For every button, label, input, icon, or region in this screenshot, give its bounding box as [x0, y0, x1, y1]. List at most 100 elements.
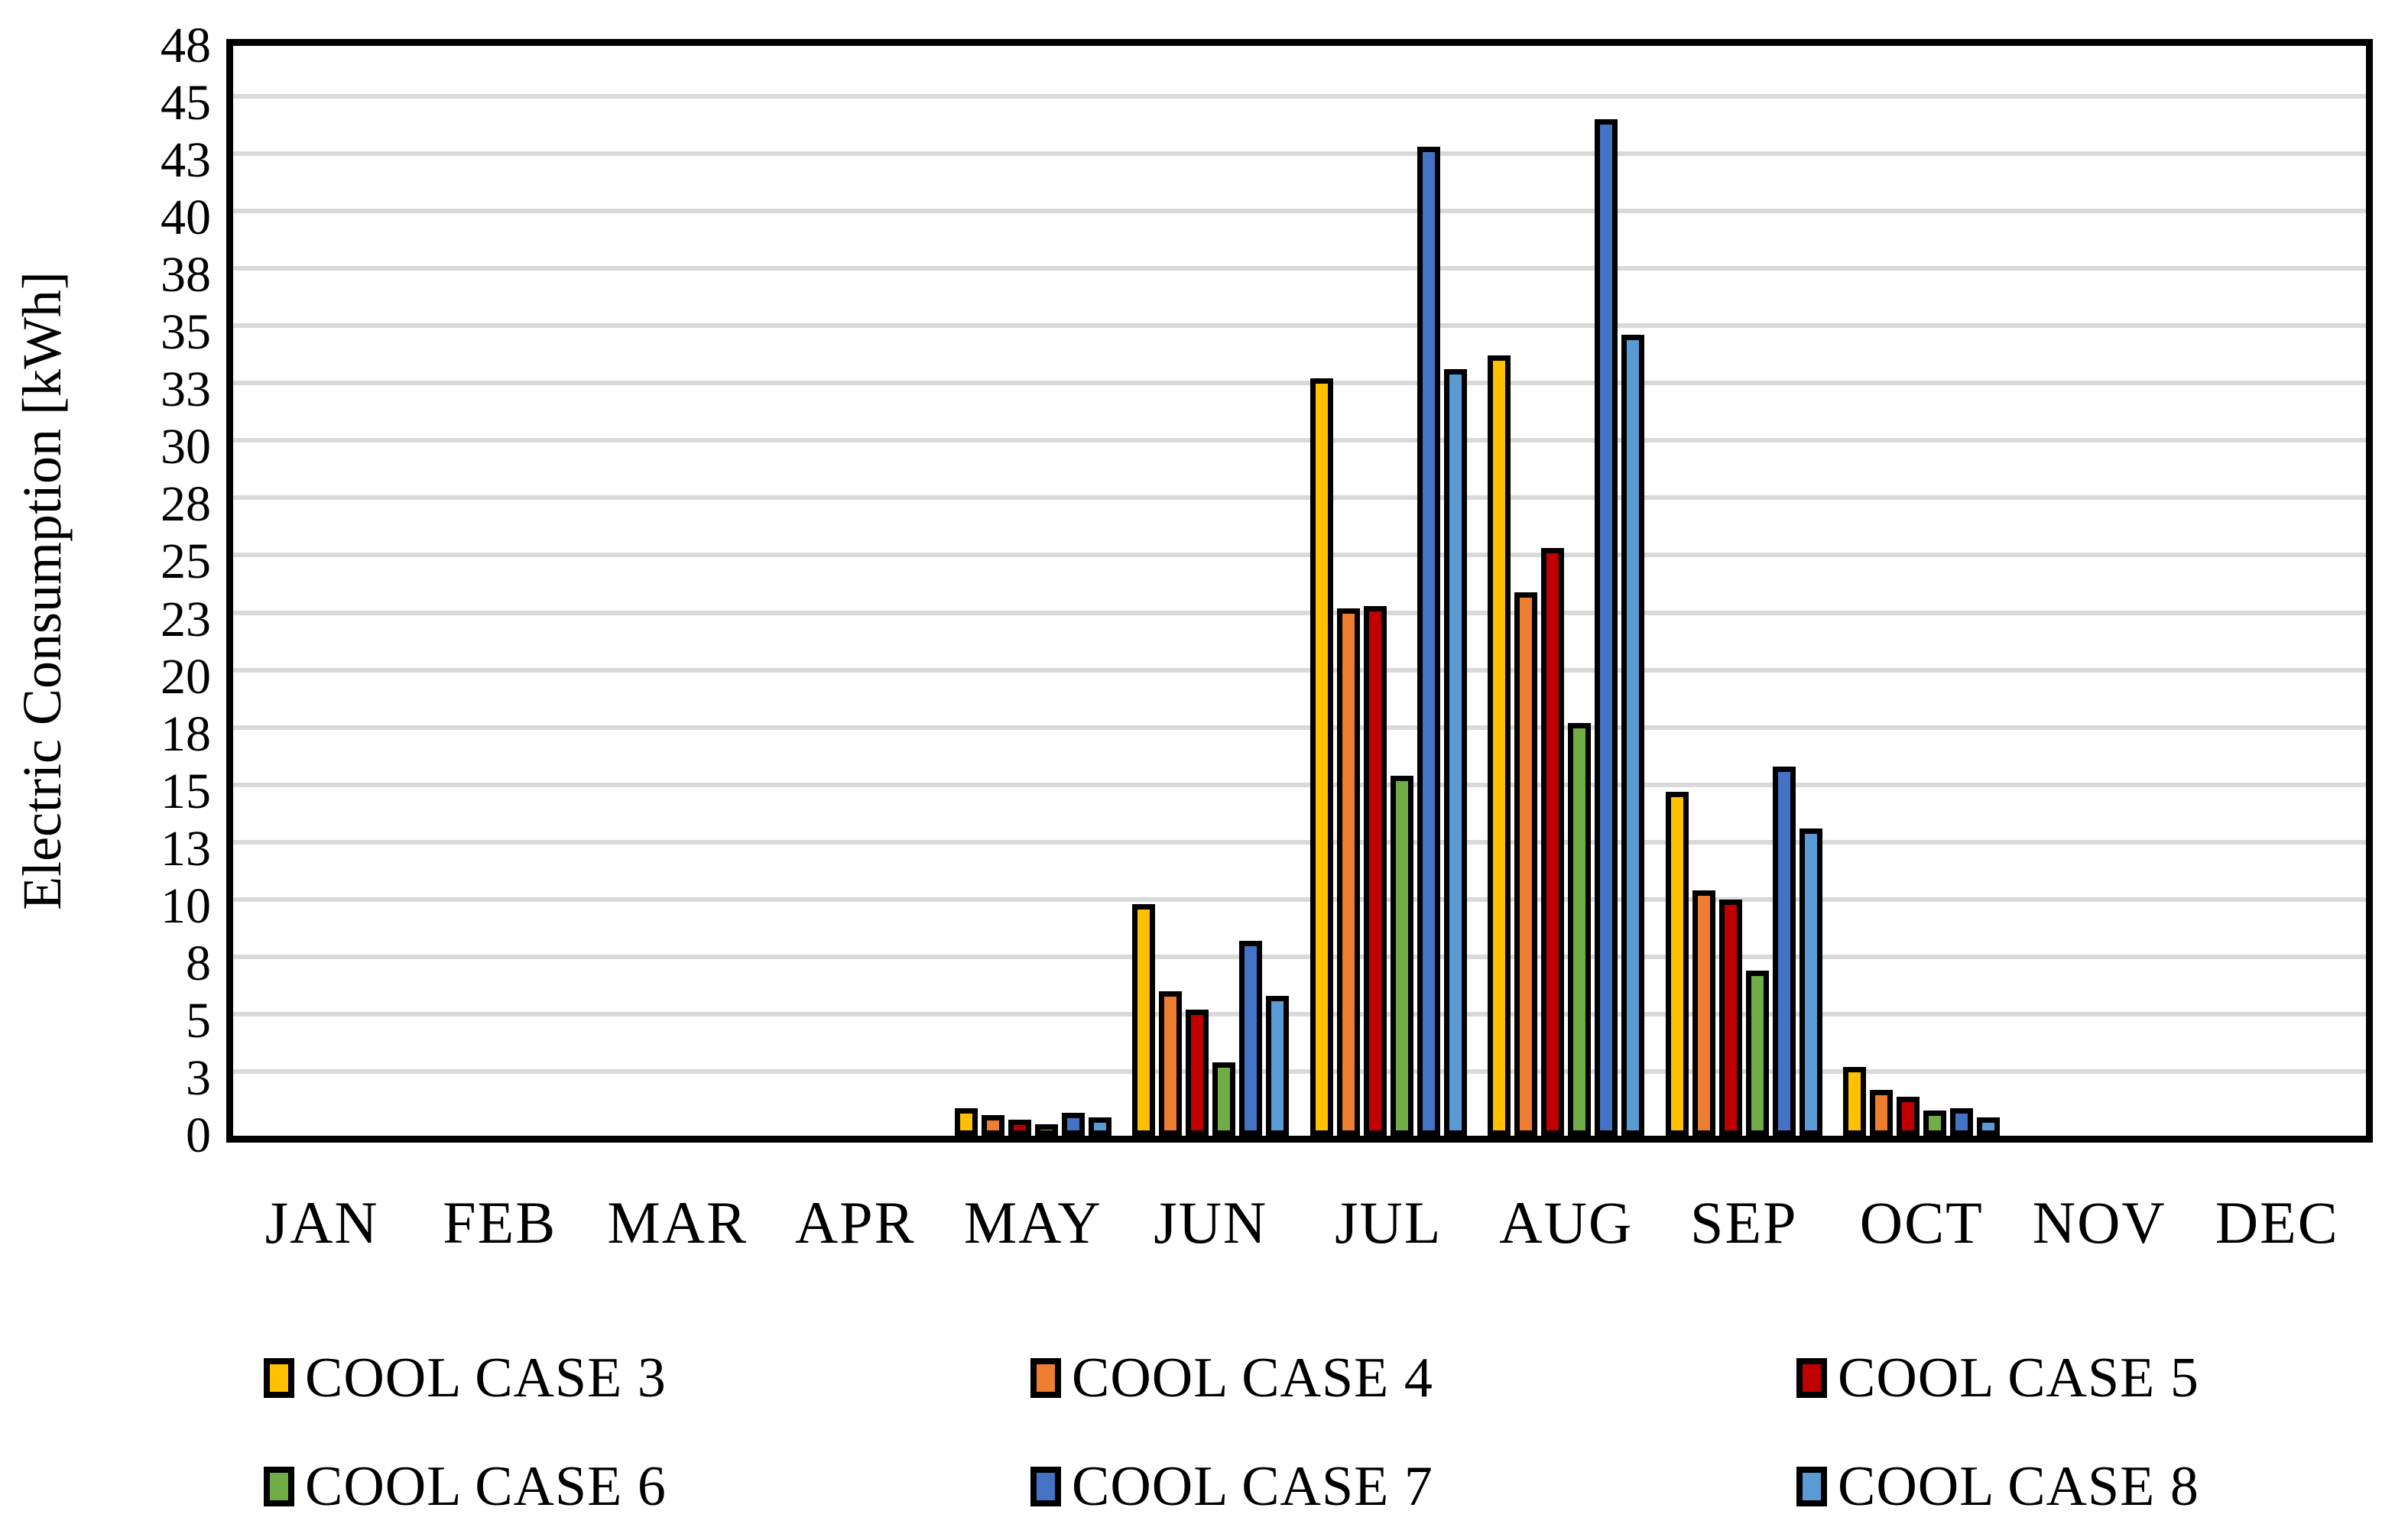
x-tick-label-aug: AUG — [1499, 1189, 1634, 1256]
bar-cool-case-5-aug — [1541, 548, 1565, 1136]
x-tick-label-jun: JUN — [1154, 1189, 1268, 1256]
y-tick-label: 0 — [186, 1107, 211, 1163]
legend-swatch-icon — [1796, 1358, 1827, 1398]
legend-swatch-icon — [264, 1467, 294, 1506]
y-tick-label: 5 — [186, 992, 211, 1049]
gridline — [233, 151, 2366, 157]
bar-cool-case-8-may — [1088, 1117, 1112, 1136]
legend-label: COOL CASE 8 — [1838, 1455, 2199, 1518]
bar-cool-case-7-oct — [1950, 1108, 1974, 1136]
bar-cool-case-8-oct — [1977, 1117, 2001, 1136]
y-tick-label: 33 — [161, 362, 211, 418]
y-tick-label: 48 — [161, 18, 211, 73]
y-tick-label: 23 — [161, 591, 211, 647]
legend-item-cool-case-4: COOL CASE 4 — [1030, 1347, 1433, 1409]
bar-cool-case-7-may — [1061, 1113, 1085, 1136]
gridline — [233, 839, 2366, 845]
bar-cool-case-3-jul — [1309, 378, 1333, 1136]
legend-item-cool-case-7: COOL CASE 7 — [1030, 1456, 1433, 1517]
bar-cool-case-4-aug — [1514, 592, 1538, 1136]
bar-cool-case-5-sep — [1718, 900, 1742, 1136]
x-tick-label-apr: APR — [794, 1189, 916, 1256]
gridline — [233, 1011, 2366, 1017]
bar-cool-case-4-may — [981, 1115, 1004, 1136]
y-tick-label: 13 — [161, 820, 211, 877]
bar-cool-case-7-jun — [1239, 941, 1263, 1136]
x-tick-label-may: MAY — [963, 1189, 1102, 1256]
gridline — [233, 94, 2366, 99]
bar-cool-case-6-jul — [1390, 776, 1413, 1136]
legend-label: COOL CASE 4 — [1072, 1347, 1433, 1409]
gridline — [233, 553, 2366, 558]
y-tick-label: 10 — [161, 877, 211, 934]
legend-label: COOL CASE 5 — [1838, 1347, 2199, 1409]
x-tick-label-jul: JUL — [1335, 1189, 1443, 1256]
bar-cool-case-8-aug — [1621, 335, 1645, 1136]
y-tick-label: 25 — [161, 533, 211, 590]
x-tick-label-sep: SEP — [1690, 1189, 1798, 1256]
bar-cool-case-3-sep — [1665, 792, 1689, 1136]
bar-cool-case-4-oct — [1870, 1090, 1894, 1136]
bar-cool-case-3-jun — [1132, 904, 1156, 1136]
legend-swatch-icon — [1796, 1467, 1827, 1506]
bar-cool-case-3-oct — [1843, 1067, 1867, 1136]
plot-area — [226, 39, 2373, 1143]
gridline — [233, 381, 2366, 386]
legend-item-cool-case-3: COOL CASE 3 — [264, 1347, 667, 1409]
bar-cool-case-4-jul — [1336, 608, 1360, 1136]
gridline — [233, 667, 2366, 673]
bar-cool-case-3-may — [954, 1108, 978, 1136]
y-tick-label: 40 — [161, 190, 211, 246]
y-tick-label: 18 — [161, 705, 211, 762]
gridline — [233, 610, 2366, 615]
bar-cool-case-8-jul — [1443, 369, 1467, 1136]
bar-cool-case-7-sep — [1772, 767, 1796, 1136]
legend-label: COOL CASE 3 — [305, 1347, 667, 1409]
y-tick-label: 43 — [161, 132, 211, 189]
bar-cool-case-3-aug — [1488, 355, 1511, 1136]
y-tick-label: 30 — [161, 419, 211, 475]
y-tick-label: 28 — [161, 476, 211, 533]
legend-item-cool-case-5: COOL CASE 5 — [1796, 1347, 2199, 1409]
y-tick-label: 38 — [161, 247, 211, 303]
gridline — [233, 323, 2366, 329]
y-tick-label: 15 — [161, 763, 211, 819]
bar-cool-case-5-jun — [1186, 1010, 1209, 1136]
legend-item-cool-case-6: COOL CASE 6 — [264, 1456, 667, 1517]
gridline — [233, 782, 2366, 787]
y-tick-label: 3 — [186, 1049, 211, 1106]
bar-cool-case-5-jul — [1363, 606, 1387, 1136]
x-tick-label-dec: DEC — [2215, 1189, 2339, 1256]
legend-swatch-icon — [1030, 1358, 1061, 1398]
bar-cool-case-8-jun — [1266, 996, 1290, 1136]
x-tick-label-feb: FEB — [443, 1189, 557, 1256]
bar-cool-case-4-jun — [1159, 991, 1183, 1136]
legend-item-cool-case-8: COOL CASE 8 — [1796, 1456, 2199, 1517]
y-tick-label: 35 — [161, 304, 211, 361]
x-tick-label-mar: MAR — [607, 1189, 748, 1256]
bar-cool-case-6-oct — [1923, 1111, 1947, 1136]
x-tick-label-oct: OCT — [1859, 1189, 1984, 1256]
y-tick-label: 45 — [161, 75, 211, 131]
gridline — [233, 897, 2366, 902]
gridline — [233, 438, 2366, 443]
bar-cool-case-6-aug — [1568, 723, 1592, 1136]
legend-swatch-icon — [1030, 1467, 1061, 1506]
gridline — [233, 1068, 2366, 1074]
gridline — [233, 495, 2366, 501]
gridline — [233, 954, 2366, 959]
bar-cool-case-4-sep — [1692, 890, 1715, 1136]
legend-swatch-icon — [264, 1358, 294, 1398]
bar-cool-case-6-sep — [1745, 971, 1769, 1136]
bar-cool-case-6-may — [1034, 1124, 1058, 1136]
bar-cool-case-7-jul — [1417, 147, 1440, 1136]
gridline — [233, 266, 2366, 271]
bar-cool-case-5-oct — [1897, 1097, 1920, 1136]
bar-cool-case-5-may — [1008, 1120, 1031, 1136]
x-tick-label-jan: JAN — [264, 1189, 379, 1256]
legend-label: COOL CASE 7 — [1072, 1455, 1433, 1518]
bar-cool-case-7-aug — [1595, 119, 1618, 1136]
legend-label: COOL CASE 6 — [305, 1455, 667, 1518]
x-tick-label-nov: NOV — [2032, 1189, 2166, 1256]
